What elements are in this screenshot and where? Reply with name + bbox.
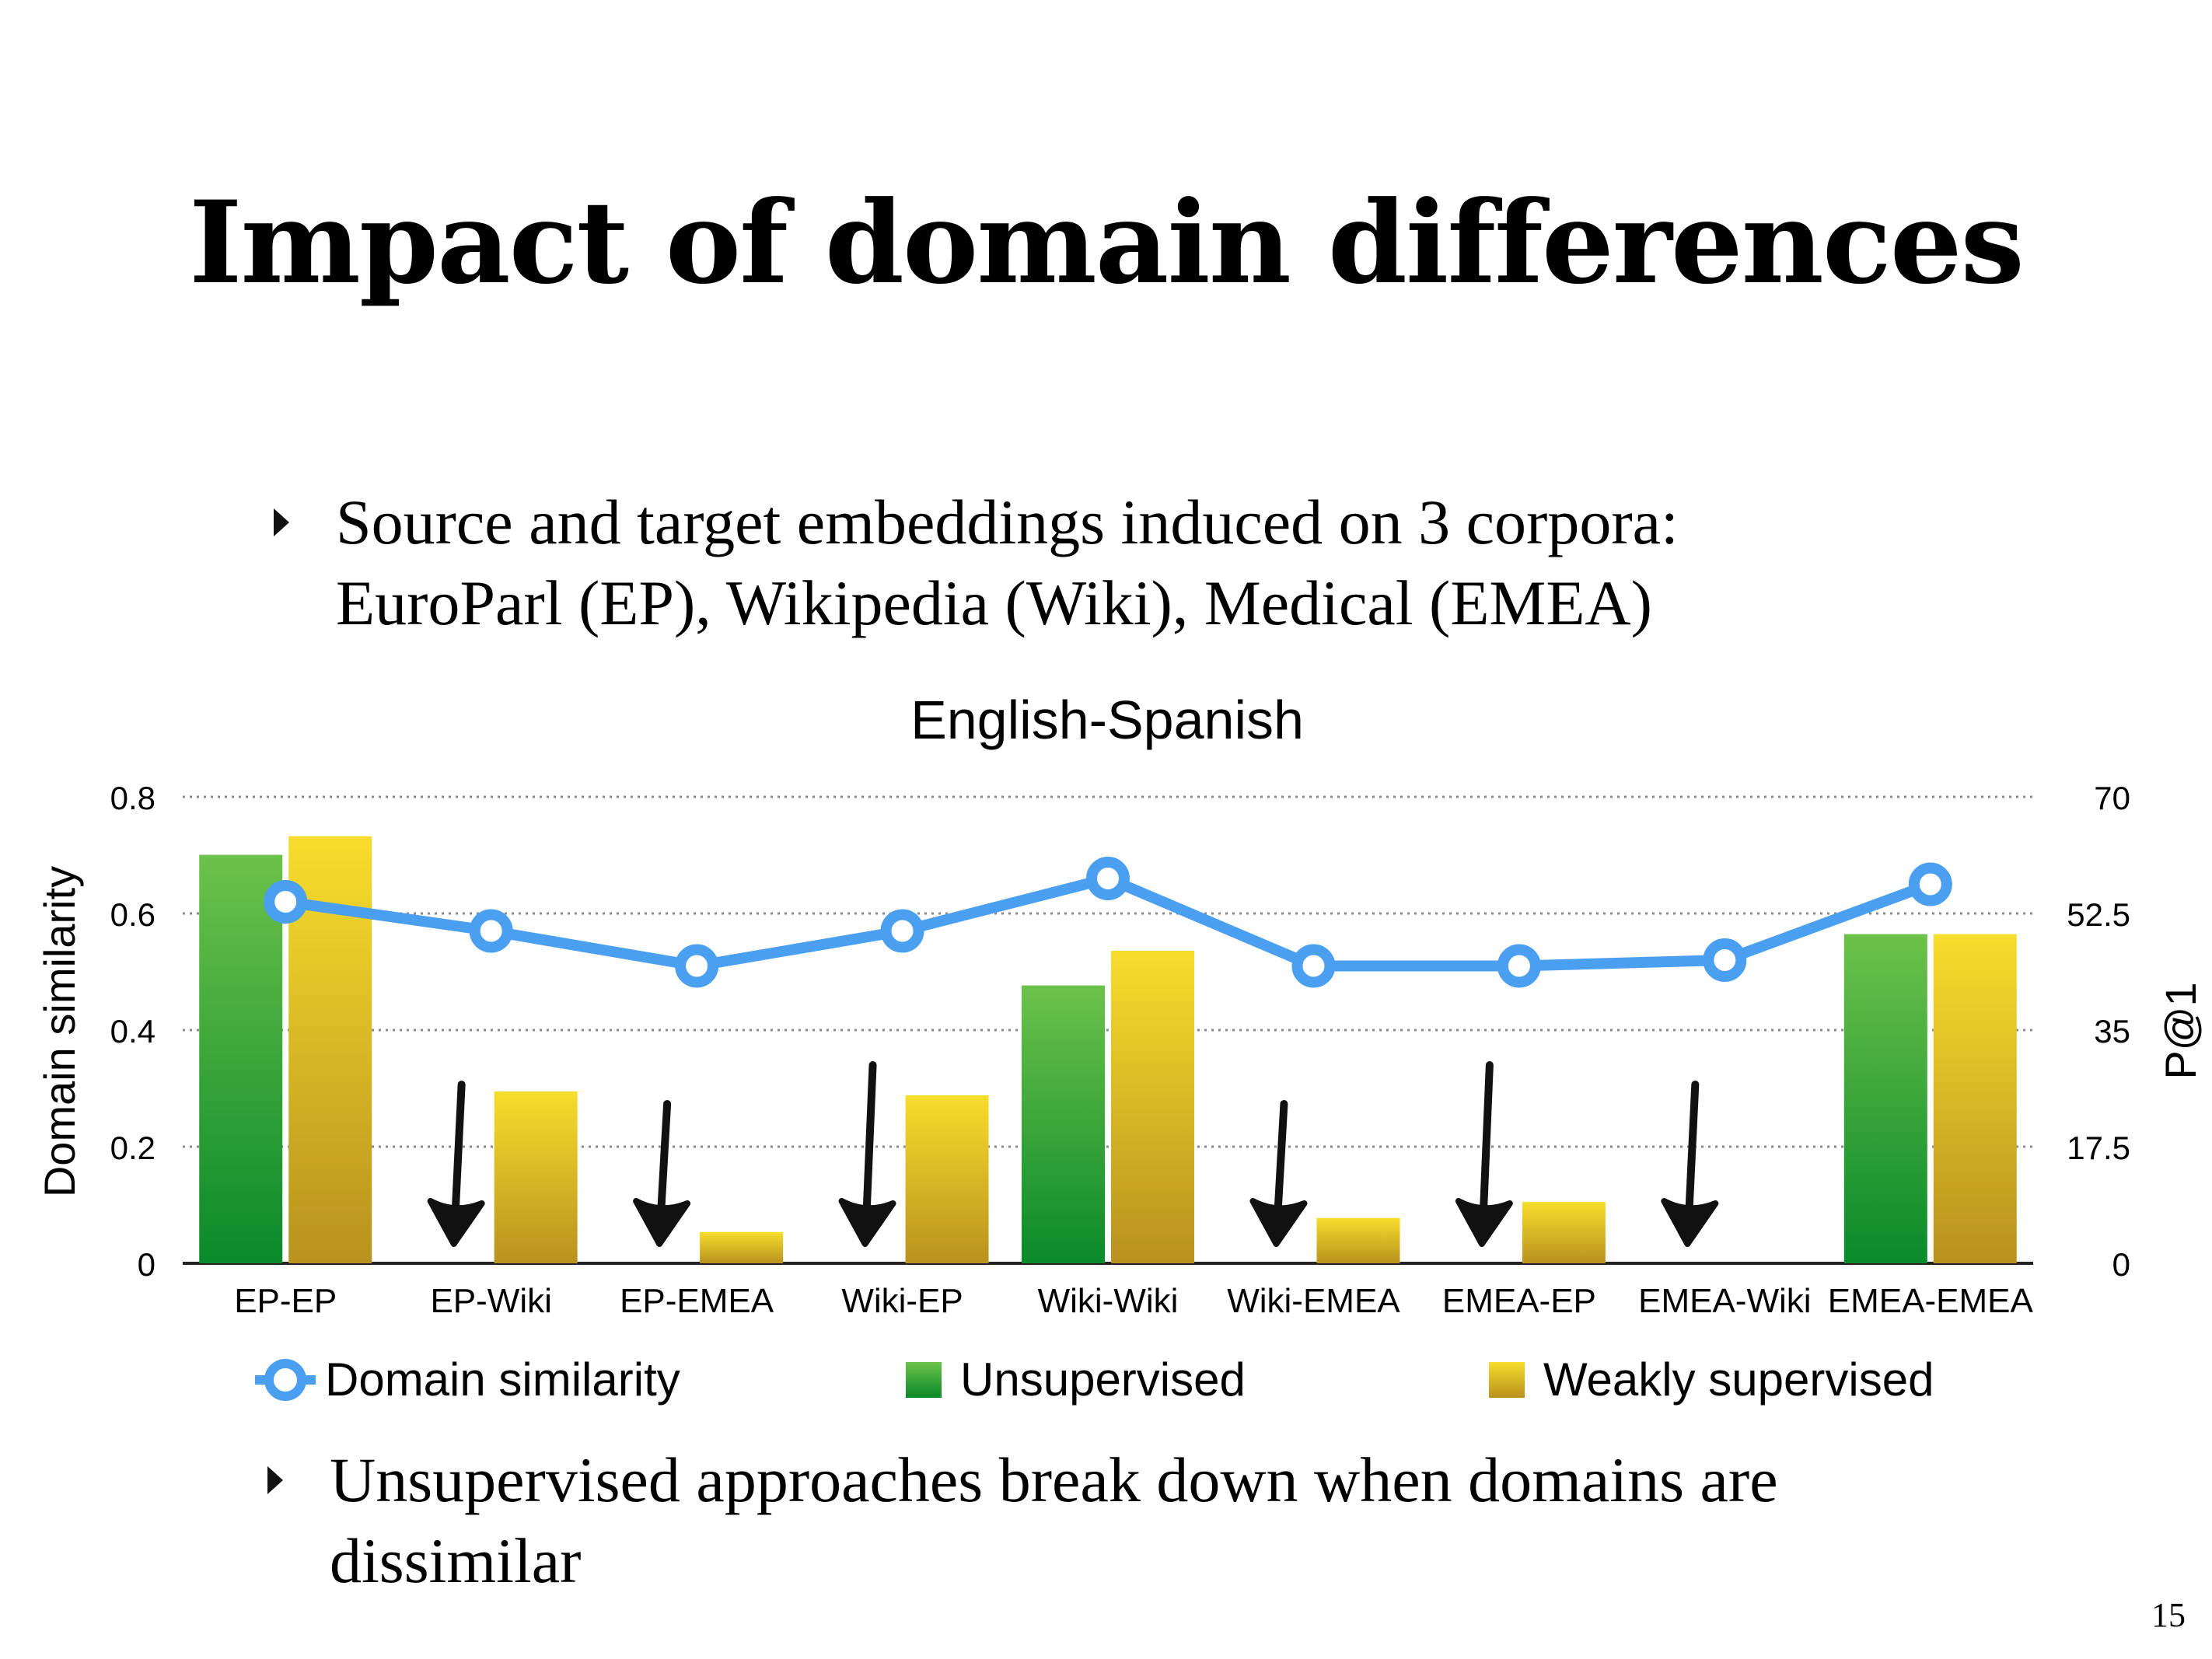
left-tick-label: 0 — [138, 1246, 156, 1283]
arrow-shaft — [657, 1100, 672, 1217]
arrow-shaft — [451, 1081, 466, 1217]
similarity-point — [880, 909, 924, 953]
bullet-point-corpora: Source and target embeddings induced on … — [274, 482, 2124, 644]
domain-similarity-line — [264, 857, 1952, 988]
right-tick-label: 52.5 — [2067, 896, 2130, 933]
bullet-triangle-icon — [274, 508, 289, 536]
left-axis-label: Domain similarity — [35, 866, 84, 1197]
x-tick-label: EP-EP — [234, 1282, 337, 1320]
legend-item-domain-similarity: Domain similarity — [255, 1353, 680, 1406]
arrow-head — [838, 1198, 896, 1247]
similarity-point — [1291, 944, 1336, 988]
combo-chart: English-Spanish 0 0.2 0.4 0.6 0.8 0 17.5 35 52.5… — [35, 690, 2205, 1320]
arrow-head — [427, 1198, 485, 1247]
yellow-swatch-icon — [1489, 1361, 1525, 1398]
down-arrow-icon — [1249, 1100, 1308, 1247]
line-marker-icon — [255, 1358, 316, 1401]
left-tick-label: 0.2 — [110, 1130, 156, 1166]
x-tick-label: EMEA-Wiki — [1638, 1282, 1811, 1320]
bar-weakly-supervised — [700, 1231, 784, 1263]
similarity-point — [264, 880, 308, 924]
x-tick-label: EMEA-EP — [1442, 1282, 1596, 1320]
bar-weakly-supervised — [905, 1095, 989, 1263]
bar-unsupervised — [1843, 934, 1927, 1263]
similarity-point — [1703, 938, 1747, 982]
bar-weakly-supervised — [1111, 951, 1194, 1263]
right-tick-label: 0 — [2112, 1246, 2130, 1283]
arrow-shaft — [1479, 1061, 1494, 1217]
bullet-text-line1: Source and target embeddings induced on … — [336, 487, 1679, 557]
bullet-text-line2: dissimilar — [330, 1525, 582, 1596]
bullet-text-line1: Unsupervised approaches break down when … — [330, 1444, 1778, 1515]
annotation-arrows — [427, 1061, 1719, 1247]
x-tick-label: EMEA-EMEA — [1828, 1282, 2034, 1320]
right-tick-label: 70 — [2094, 780, 2130, 816]
x-tick-label: Wiki-EMEA — [1227, 1282, 1400, 1320]
right-axis-label: P@1 — [2156, 982, 2205, 1079]
arrow-head — [1249, 1198, 1308, 1247]
bar-unsupervised — [1022, 985, 1105, 1263]
down-arrow-icon — [427, 1081, 485, 1247]
similarity-point — [1497, 944, 1541, 988]
down-arrow-icon — [633, 1100, 691, 1247]
arrow-head — [1455, 1198, 1513, 1247]
x-tick-label: EP-EMEA — [620, 1282, 774, 1320]
left-tick-label: 0.8 — [110, 780, 156, 816]
bullet-text-line2: EuroParl (EP), Wikipedia (Wiki), Medical… — [336, 568, 1652, 638]
bullet-triangle-icon — [267, 1466, 283, 1494]
slide-title: Impact of domain differences — [189, 176, 2025, 309]
bar-weakly-supervised — [1522, 1202, 1606, 1263]
similarity-point — [1908, 862, 1952, 906]
arrow-shaft — [1685, 1081, 1700, 1217]
left-tick-label: 0.4 — [110, 1013, 156, 1050]
legend-label-weakly-supervised: Weakly supervised — [1543, 1353, 1934, 1406]
bar-weakly-supervised — [494, 1091, 578, 1263]
legend-item-unsupervised: Unsupervised — [906, 1353, 1246, 1406]
similarity-point — [1086, 857, 1130, 900]
down-arrow-icon — [1455, 1061, 1513, 1247]
down-arrow-icon — [838, 1061, 896, 1247]
arrow-shaft — [1274, 1100, 1288, 1217]
right-tick-label: 17.5 — [2067, 1130, 2130, 1166]
chart-title: English-Spanish — [910, 690, 1304, 750]
right-tick-label: 35 — [2094, 1013, 2130, 1050]
page-number: 15 — [2151, 1596, 2186, 1634]
bullet-point-conclusion: Unsupervised approaches break down when … — [267, 1440, 2118, 1601]
legend-label-unsupervised: Unsupervised — [960, 1353, 1246, 1406]
arrow-shaft — [862, 1061, 877, 1217]
axis-ticks: 0 0.2 0.4 0.6 0.8 0 17.5 35 52.5 70 EP-EP EP-Wiki EP… — [110, 780, 2130, 1320]
left-tick-label: 0.6 — [110, 896, 156, 933]
bar-unsupervised — [199, 854, 283, 1263]
bar-weakly-supervised — [1933, 934, 2017, 1263]
chart-legend: Domain similarity Unsupervised Weakly su… — [0, 1353, 2212, 1415]
x-tick-label: Wiki-EP — [841, 1282, 963, 1320]
bar-weakly-supervised — [1316, 1217, 1400, 1263]
arrow-head — [633, 1198, 691, 1247]
x-tick-label: Wiki-Wiki — [1038, 1282, 1179, 1320]
similarity-point — [469, 909, 513, 953]
x-tick-label: EP-Wiki — [430, 1282, 551, 1320]
arrow-head — [1661, 1198, 1719, 1247]
similarity-point — [675, 944, 719, 988]
green-swatch-icon — [906, 1361, 942, 1398]
legend-item-weakly-supervised: Weakly supervised — [1489, 1353, 1934, 1406]
down-arrow-icon — [1661, 1081, 1719, 1247]
legend-label-domain-similarity: Domain similarity — [325, 1353, 680, 1406]
